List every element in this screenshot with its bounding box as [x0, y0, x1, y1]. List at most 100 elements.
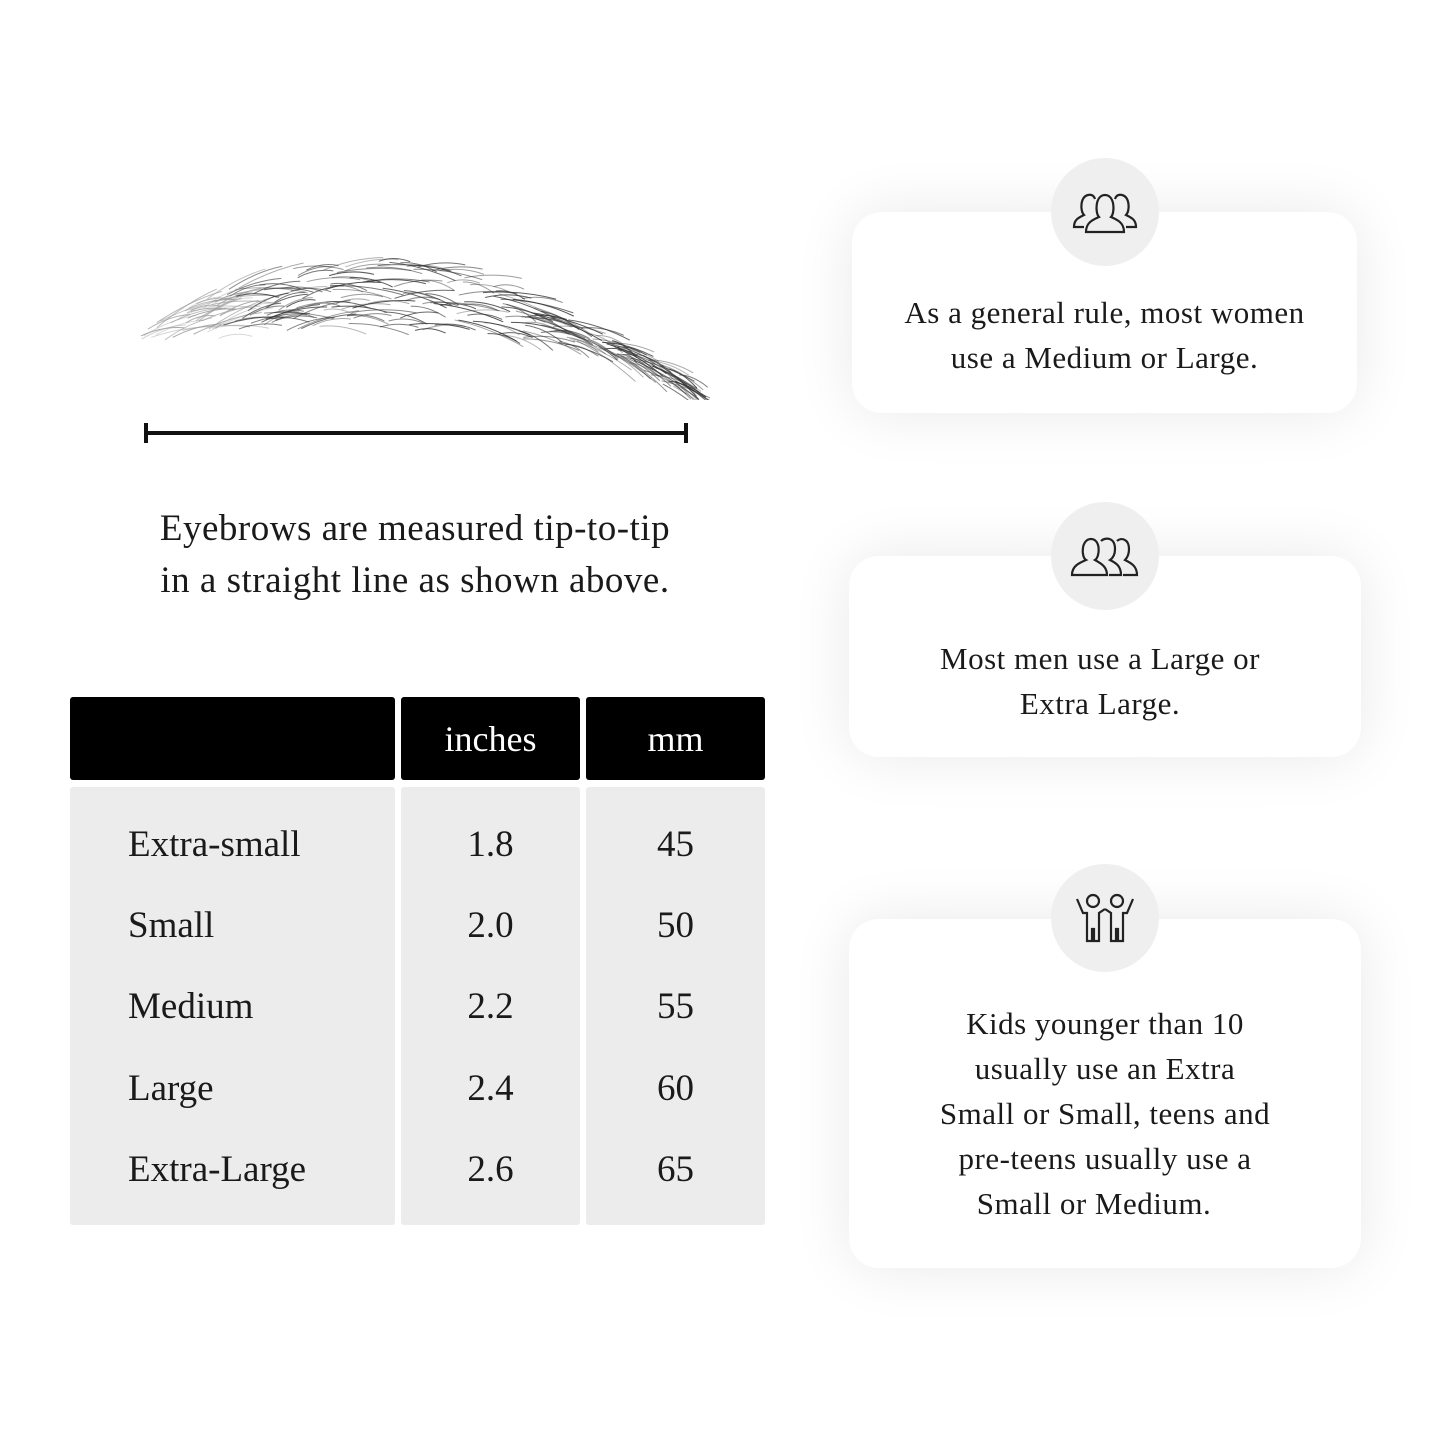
eyebrow-hair-stroke — [336, 267, 412, 273]
eyebrow-hair-stroke — [568, 319, 631, 341]
eyebrow-hair-stroke — [394, 289, 455, 299]
eyebrow-hair-stroke — [349, 277, 393, 288]
inches-value: 2.2 — [467, 986, 514, 1027]
eyebrow-hair-stroke — [238, 323, 283, 330]
eyebrow-hair-stroke — [323, 257, 384, 271]
eyebrow-hair-stroke — [346, 315, 389, 325]
eyebrow-hair-stroke — [228, 265, 283, 290]
eyebrow-hair-stroke — [379, 323, 419, 328]
eyebrow-hair-stroke — [566, 336, 607, 355]
eyebrow-hair-stroke — [498, 293, 567, 325]
eyebrow-hair-stroke — [434, 323, 476, 331]
eyebrow-hair-stroke — [580, 327, 625, 336]
eyebrow-hair-stroke — [602, 341, 664, 367]
kids-card: Kids younger than 10 usually use an Extr… — [849, 919, 1361, 1268]
eyebrow-hair-stroke — [155, 319, 204, 336]
eyebrow-hair-stroke — [193, 311, 262, 335]
eyebrow-hair-stroke — [540, 331, 581, 339]
eyebrow-hair-stroke — [572, 339, 632, 371]
eyebrow-hair-stroke — [325, 281, 381, 290]
eyebrow-hair-stroke — [147, 313, 191, 330]
eyebrow-hair-stroke — [242, 302, 282, 319]
eyebrow-hair-stroke — [619, 347, 660, 362]
eyebrow-hair-stroke — [156, 288, 217, 328]
eyebrow-hair-stroke — [281, 286, 323, 293]
eyebrow-hair-stroke — [599, 347, 657, 383]
eyebrow-hair-stroke — [170, 307, 221, 324]
eyebrow-hair-stroke — [569, 338, 599, 353]
eyebrow-hair-stroke — [274, 311, 315, 318]
eyebrow-illustration — [140, 257, 710, 400]
eyebrow-hair-stroke — [323, 308, 355, 316]
kids-icon — [1051, 864, 1159, 972]
eyebrow-hair-stroke — [675, 380, 710, 400]
eyebrow-hair-stroke — [650, 374, 698, 390]
eyebrow-hair-stroke — [195, 291, 253, 322]
eyebrow-hair-stroke — [178, 308, 214, 320]
eyebrow-hair-stroke — [430, 301, 500, 312]
women-text-2: use a Medium or Large. — [950, 340, 1259, 375]
kids-text-4: pre-teens usually use a — [958, 1141, 1252, 1176]
size-label: Medium — [128, 986, 254, 1027]
eyebrow-hair-stroke — [439, 268, 485, 275]
eyebrow-hair-stroke — [261, 303, 320, 323]
eyebrow-hair-stroke — [463, 303, 499, 311]
eyebrow-hair-stroke — [617, 353, 668, 393]
mm-value: 45 — [657, 824, 694, 865]
eyebrow-hair-stroke — [302, 285, 344, 299]
inches-value: 2.4 — [467, 1068, 514, 1109]
eyebrow-hair-stroke — [620, 355, 661, 381]
header-inches: inches — [401, 697, 580, 780]
mm-value: 65 — [657, 1149, 694, 1190]
eyebrow-hair-stroke — [265, 293, 309, 309]
inches-value: 2.0 — [467, 905, 514, 946]
eyebrow-hair-stroke — [306, 264, 339, 271]
eyebrow-hair-stroke — [388, 318, 424, 324]
eyebrow-hair-stroke — [456, 309, 509, 315]
header-size — [70, 697, 395, 780]
eyebrow-hair-stroke — [458, 319, 517, 342]
eyebrow-hair-stroke — [597, 344, 644, 378]
eyebrow-hair-stroke — [301, 313, 357, 330]
eyebrow-hair-stroke — [510, 321, 571, 335]
eyebrow-hair-stroke — [319, 325, 367, 335]
eyebrow-hair-stroke — [524, 314, 567, 320]
eyebrow-hair-stroke — [522, 338, 580, 351]
eyebrow-hair-stroke — [463, 281, 495, 294]
eyebrow-hair-stroke — [345, 258, 399, 268]
measurement-caption: Eyebrows are measured tip-to-tip in a st… — [100, 503, 730, 607]
eyebrow-hair-stroke — [431, 266, 483, 272]
eyebrow-hair-stroke — [673, 385, 697, 400]
eyebrow-hair-stroke — [522, 330, 582, 355]
eyebrow-hair-stroke — [559, 340, 590, 358]
kids-text-2: usually use an Extra — [974, 1051, 1236, 1086]
eyebrow-hair-stroke — [662, 383, 689, 400]
eyebrow-hair-stroke — [595, 335, 626, 346]
eyebrow-hair-stroke — [464, 274, 522, 279]
eyebrow-hair-stroke — [236, 293, 279, 298]
eyebrow-hair-stroke — [378, 258, 411, 263]
size-label: Extra-small — [128, 824, 301, 865]
eyebrow-hair-stroke — [366, 279, 426, 285]
eyebrow-hair-stroke — [223, 316, 285, 326]
eyebrow-hair-stroke — [661, 364, 704, 391]
eyebrow-hair-stroke — [218, 333, 253, 339]
eyebrow-hair-stroke — [525, 324, 563, 343]
eyebrow-hair-stroke — [219, 297, 253, 309]
eyebrow-hair-stroke — [648, 359, 690, 376]
eyebrow-hair-stroke — [413, 268, 483, 281]
eyebrow-hair-stroke — [341, 303, 391, 310]
eyebrow-hair-stroke — [521, 296, 563, 303]
eyebrow-hair-stroke — [588, 338, 619, 360]
eyebrow-hair-stroke — [532, 317, 573, 328]
inches-value: 2.6 — [467, 1149, 514, 1190]
eyebrow-hair-stroke — [238, 262, 304, 289]
eyebrow-hair-stroke — [602, 341, 654, 357]
eyebrow-hair-stroke — [141, 324, 187, 340]
eyebrow-hair-stroke — [234, 316, 279, 322]
eyebrow-hair-stroke — [400, 311, 439, 319]
eyebrow-hair-stroke — [410, 305, 446, 318]
eyebrow-hair-stroke — [590, 333, 624, 354]
eyebrow-hair-stroke — [312, 317, 351, 327]
men-text-2: Extra Large. — [1019, 686, 1181, 721]
